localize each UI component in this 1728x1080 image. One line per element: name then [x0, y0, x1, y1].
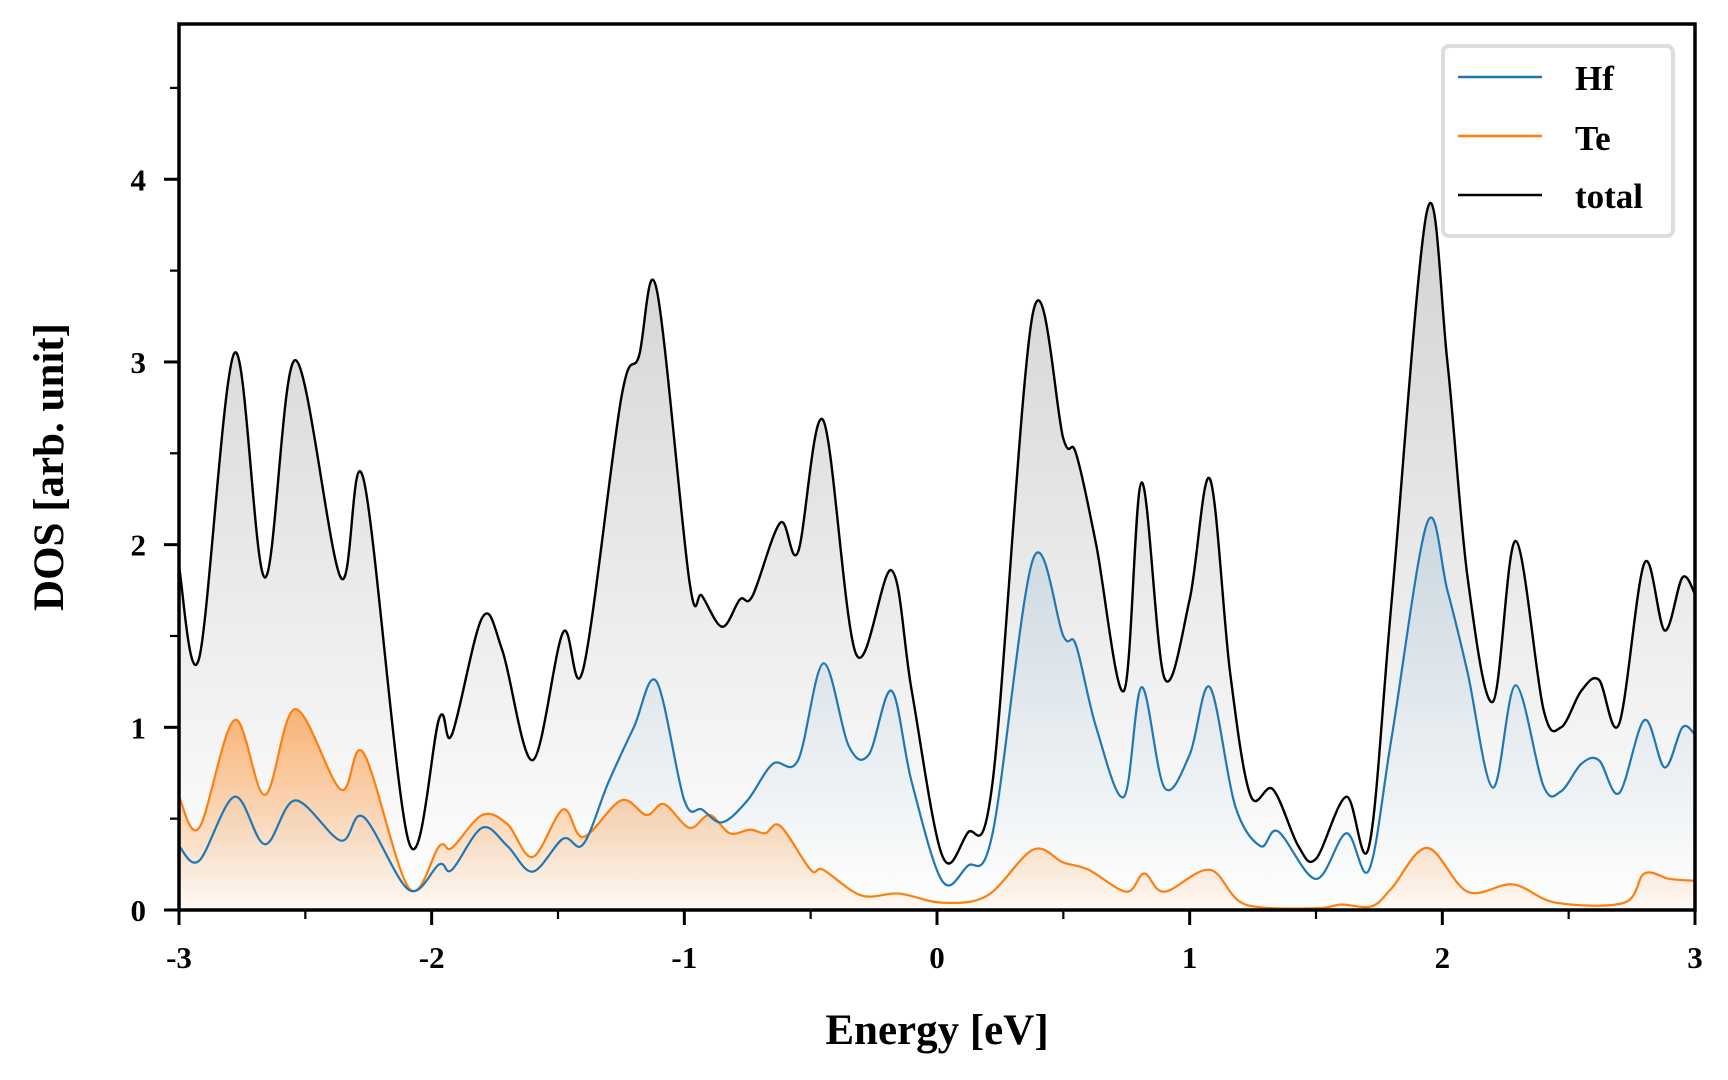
x-tick-label: -3 — [166, 940, 192, 975]
legend-item-hf: Hf — [1458, 59, 1614, 98]
legend: Hf Te total — [1441, 44, 1675, 238]
total-line — [179, 201, 1695, 865]
x-tick-label: -1 — [671, 940, 697, 975]
te-line — [179, 707, 1695, 910]
x-tick-label: 0 — [929, 940, 945, 975]
x-axis-title: Energy [eV] — [825, 1007, 1048, 1054]
hf-line — [179, 516, 1695, 893]
y-tick-label: 1 — [131, 710, 147, 745]
y-tick-label: 0 — [131, 893, 147, 928]
y-tick-label: 3 — [131, 345, 147, 380]
x-tick-label: -2 — [419, 940, 445, 975]
plot-area — [179, 201, 1695, 910]
legend-frame — [1441, 44, 1675, 238]
x-tick-label: 1 — [1182, 940, 1198, 975]
y-axis-title: DOS [arb. unit] — [26, 323, 73, 611]
legend-label-hf: Hf — [1575, 59, 1614, 98]
legend-label-te: Te — [1575, 119, 1611, 158]
y-axis-ticks — [164, 86, 179, 912]
y-tick-label: 4 — [131, 162, 147, 197]
x-axis-tick-labels: -3 -2 -1 0 1 2 3 — [166, 940, 1703, 975]
te-area-fill — [179, 709, 1695, 910]
legend-label-total: total — [1575, 177, 1643, 216]
y-axis-tick-labels: 0 1 2 3 4 — [131, 162, 147, 928]
legend-item-te: Te — [1458, 119, 1611, 158]
x-axis-ticks — [177, 910, 1697, 925]
y-tick-label: 2 — [131, 528, 147, 563]
x-tick-label: 2 — [1435, 940, 1451, 975]
total-area-fill — [179, 202, 1695, 910]
legend-item-total: total — [1458, 177, 1643, 216]
x-tick-label: 3 — [1687, 940, 1703, 975]
